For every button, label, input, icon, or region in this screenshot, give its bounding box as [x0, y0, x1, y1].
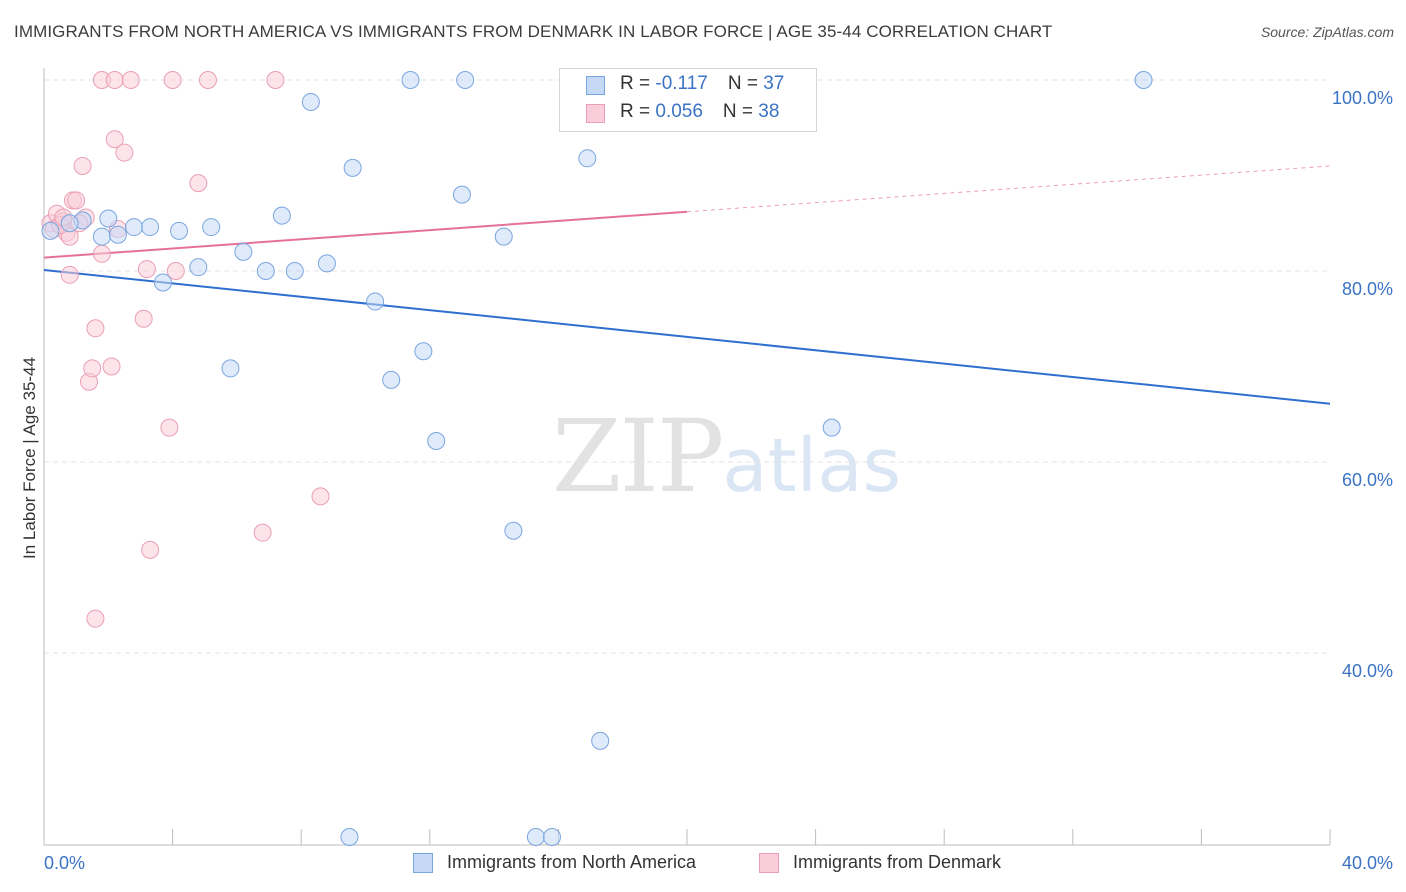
data-point-north-america — [452, 185, 471, 204]
data-point-north-america — [822, 418, 841, 437]
legend-r-label: R = — [620, 73, 656, 94]
legend-swatch-pink — [586, 104, 605, 123]
data-point-north-america — [108, 225, 127, 244]
data-point-denmark — [60, 265, 79, 284]
data-point-north-america — [92, 227, 111, 246]
source-credit: Source: ZipAtlas.com — [1260, 24, 1394, 40]
data-point-north-america — [1134, 71, 1153, 89]
data-point-north-america — [401, 71, 420, 89]
data-point-north-america — [542, 828, 561, 846]
data-point-north-america — [234, 242, 253, 261]
bottom-legend-swatch-blue — [413, 853, 433, 873]
watermark-atlas: atlas — [722, 423, 902, 509]
data-point-north-america — [456, 71, 475, 89]
data-point-north-america — [343, 158, 362, 177]
bottom-legend-swatch-pink — [759, 853, 779, 873]
bottom-legend-label: Immigrants from North America — [447, 852, 697, 872]
data-point-denmark — [67, 191, 86, 210]
y-tick-label: 40.0% — [1342, 661, 1393, 681]
data-point-denmark — [83, 359, 102, 378]
axes — [43, 68, 1331, 846]
x-tick-label-start: 0.0% — [44, 853, 85, 873]
legend-n-label: N = — [722, 101, 759, 122]
data-point-north-america — [366, 292, 385, 311]
data-point-denmark — [198, 71, 217, 89]
y-tick-label: 60.0% — [1342, 470, 1393, 490]
data-points — [41, 71, 1153, 846]
data-point-denmark — [102, 357, 121, 376]
data-point-denmark — [86, 319, 105, 338]
data-point-north-america — [382, 370, 401, 389]
data-point-denmark — [253, 523, 272, 542]
data-point-denmark — [141, 540, 160, 559]
legend-swatch-blue — [586, 76, 605, 95]
data-point-north-america — [301, 92, 320, 111]
data-point-north-america — [125, 218, 144, 237]
data-point-denmark — [266, 71, 285, 89]
data-point-north-america — [317, 254, 336, 273]
axis-labels: 40.0% 60.0% 80.0% 100.0% 0.0% 40.0% In Labor F… — [20, 88, 1393, 873]
data-point-north-america — [189, 258, 208, 277]
data-point-north-america — [591, 731, 610, 750]
data-point-north-america — [221, 359, 240, 378]
legend-r-value: -0.117 — [655, 73, 708, 94]
data-point-denmark — [115, 143, 134, 162]
data-point-north-america — [60, 214, 79, 233]
data-point-denmark — [166, 262, 185, 280]
data-point-north-america — [504, 521, 523, 540]
data-point-north-america — [170, 221, 189, 240]
data-point-north-america — [41, 221, 60, 240]
data-point-denmark — [134, 309, 153, 328]
data-point-denmark — [189, 174, 208, 193]
data-point-denmark — [137, 260, 156, 279]
data-point-denmark — [160, 418, 179, 437]
watermark-zip: ZIP — [552, 398, 724, 515]
bottom-legend-label: Immigrants from Denmark — [793, 852, 1002, 872]
chart-title: IMMIGRANTS FROM NORTH AMERICA VS IMMIGRA… — [14, 22, 1053, 41]
data-point-north-america — [427, 431, 446, 450]
data-point-denmark — [311, 487, 330, 506]
data-point-denmark — [73, 156, 92, 175]
data-point-north-america — [578, 149, 597, 168]
data-point-north-america — [202, 218, 221, 237]
data-point-north-america — [285, 262, 304, 280]
stats-legend: R = -0.117 N = 37 R = 0.056 N = 38 — [559, 68, 817, 132]
data-point-denmark — [92, 244, 111, 263]
data-point-north-america — [414, 342, 433, 361]
data-point-north-america — [153, 273, 172, 292]
y-tick-label: 100.0% — [1332, 88, 1393, 108]
data-point-north-america — [272, 206, 291, 225]
legend-r-label: R = — [620, 101, 656, 122]
y-tick-label: 80.0% — [1342, 279, 1393, 299]
data-point-north-america — [340, 828, 359, 846]
trend-line — [43, 269, 1331, 405]
legend-n-value: 38 — [758, 101, 780, 122]
data-point-north-america — [526, 828, 545, 846]
y-axis-label: In Labor Force | Age 35-44 — [20, 357, 39, 559]
x-tick-label-end: 40.0% — [1342, 853, 1393, 873]
legend-n-label: N = — [727, 73, 764, 94]
data-point-denmark — [121, 71, 140, 89]
trend-lines — [43, 165, 1331, 405]
data-point-denmark — [105, 130, 124, 149]
legend-n-value: 37 — [763, 73, 785, 94]
data-point-north-america — [141, 218, 160, 237]
data-point-north-america — [256, 262, 275, 280]
data-point-north-america — [494, 227, 513, 246]
trend-line — [43, 210, 688, 259]
data-point-denmark — [86, 609, 105, 628]
legend-r-value: 0.056 — [655, 101, 703, 122]
data-point-denmark — [163, 71, 182, 89]
watermark: ZIPatlas — [552, 398, 901, 515]
trend-line-extension — [686, 165, 1331, 213]
data-point-denmark — [105, 71, 124, 89]
data-point-north-america — [99, 209, 118, 228]
